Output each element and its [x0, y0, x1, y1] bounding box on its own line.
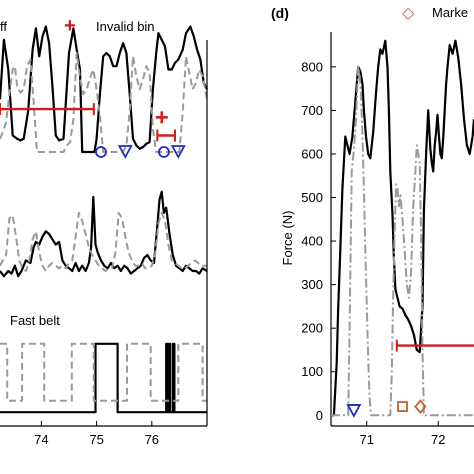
left-x-tick-label-1: 75 — [89, 432, 103, 447]
plot-right-d — [331, 39, 474, 418]
right-y-tick-label-3: 300 — [301, 277, 323, 292]
right-y-tick-label-5: 500 — [301, 190, 323, 205]
series-line-solid-0 — [0, 342, 207, 414]
series-line-dashed-1 — [0, 211, 207, 272]
right-y-tick-label-1: 100 — [301, 364, 323, 379]
right-x-ticks: 71 72 — [360, 421, 445, 447]
circle-marker-0 — [95, 146, 107, 158]
legend-diamond-icon: ◇ — [402, 3, 415, 22]
right-x-tick-label-0: 71 — [360, 432, 374, 447]
right-y-tick-label-7: 700 — [301, 103, 323, 118]
circle-marker-1 — [158, 146, 170, 158]
right-y-tick-label-8: 800 — [301, 59, 323, 74]
plot-left-middle — [0, 190, 208, 278]
plot-left-bottom — [0, 342, 207, 414]
left-x-ticks: 74 75 76 — [34, 421, 159, 447]
left-panels: ff + Invalid bin Fast belt 74 75 76 — [0, 15, 208, 447]
series-line-solid-0 — [331, 39, 474, 417]
series-line-dashdot-1 — [331, 65, 474, 417]
right-y-tick-label-6: 600 — [301, 146, 323, 161]
right-x-tick-label-1: 72 — [431, 432, 445, 447]
triangle-marker-0 — [117, 145, 133, 159]
series-line-dashed-1 — [0, 342, 207, 402]
legend-marker-label: Marke — [432, 5, 468, 20]
left-x-tick-label-2: 76 — [145, 432, 159, 447]
right-y-tick-label-0: 0 — [316, 408, 323, 423]
left-x-tick-label-0: 74 — [34, 432, 48, 447]
y-axis-label: Force (N) — [280, 211, 295, 266]
right-square-marker — [397, 401, 408, 412]
right-y-tick-label-2: 200 — [301, 321, 323, 336]
panel-letter-d: (d) — [271, 5, 289, 21]
legend-invalid-plus-icon: + — [64, 15, 76, 37]
triangle-marker-1 — [170, 145, 186, 159]
legend-invalid-label: Invalid bin — [96, 19, 155, 34]
right-panel-d: (d) ◇ Marke Force (N) 0 100 200 300 400 500 60… — [271, 3, 474, 447]
legend-off-label: ff — [0, 19, 7, 34]
right-triangle-marker — [346, 404, 362, 418]
series-line-solid-0 — [0, 25, 208, 154]
fast-belt-title: Fast belt — [10, 313, 60, 328]
series-line-dashed-1 — [0, 52, 208, 153]
right-diamond-marker — [414, 399, 427, 414]
plot-left-top — [0, 25, 208, 159]
right-y-tick-label-4: 400 — [301, 234, 323, 249]
